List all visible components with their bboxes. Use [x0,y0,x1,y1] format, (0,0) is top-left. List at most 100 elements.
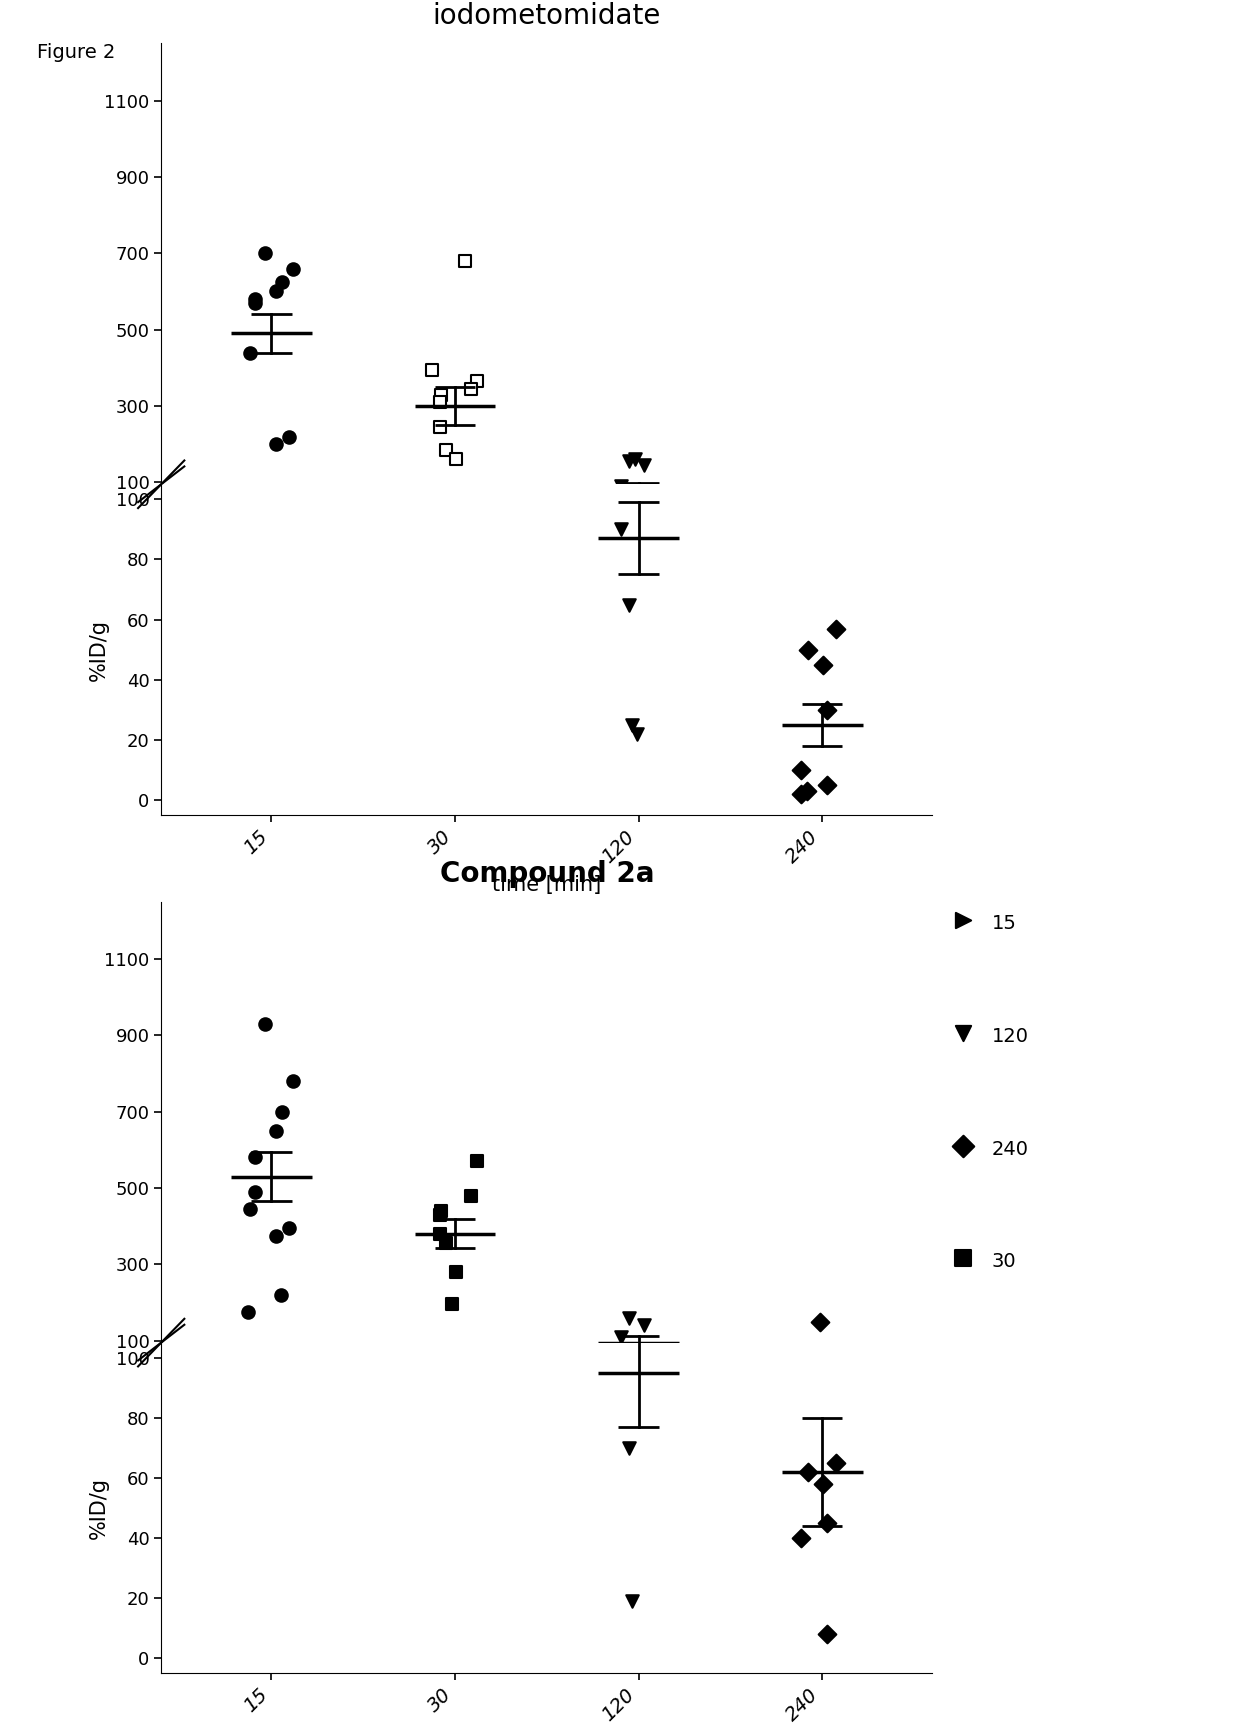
Point [813,1470,833,1498]
Point [817,772,837,799]
Point [461,201,481,229]
Point [799,1342,818,1370]
Point [619,591,639,619]
Point [826,486,846,513]
Point [619,482,639,510]
X-axis label: time [min]: time [min] [492,876,601,895]
Point [435,231,455,258]
Point [430,503,450,531]
Point [241,338,260,366]
Point [255,1009,275,1037]
Point [791,1524,811,1552]
Point [799,636,818,664]
Point [626,720,646,747]
Point [430,388,450,416]
Point [611,472,631,499]
Point [813,489,833,517]
Point [619,447,639,475]
Point [283,255,303,283]
Point [467,368,487,395]
Point [246,290,265,317]
Point [799,1458,818,1486]
Y-axis label: %ID/g: %ID/g [88,1477,109,1540]
Point [954,907,973,935]
Point [446,1259,466,1287]
Point [634,1224,653,1252]
Point [446,305,466,333]
Point [267,1117,286,1144]
Point [435,1229,455,1257]
Point [622,1587,642,1614]
Point [622,711,642,739]
Text: 30: 30 [992,1252,1017,1271]
Point [625,446,645,473]
Point [238,1299,258,1327]
Point [626,498,646,525]
Point [432,321,451,349]
Point [817,1361,837,1389]
Point [441,1058,461,1085]
Point [430,50,450,78]
Point [634,451,653,479]
Point [813,650,833,678]
Point [791,1349,811,1377]
Point [810,1193,830,1221]
Point [435,577,455,605]
Point [435,435,455,463]
Point [826,1450,846,1477]
Point [441,1290,461,1318]
Point [430,1221,450,1248]
Point [267,1222,286,1250]
Point [461,375,481,402]
Title: Compound 2a: Compound 2a [439,860,653,888]
Point [817,505,837,532]
Point [817,1347,837,1375]
Point [246,172,265,199]
Point [791,756,811,784]
Point [273,269,293,297]
Point [432,381,451,409]
Title: iodometomidate: iodometomidate [433,2,661,29]
Point [791,506,811,534]
Point [954,1020,973,1047]
Point [799,487,818,515]
Point [954,1245,973,1273]
Point [625,305,645,333]
Point [279,1214,299,1242]
Point [791,503,811,531]
Text: 120: 120 [992,1027,1029,1046]
Point [622,1358,642,1385]
Point [817,1620,837,1647]
Point [954,1132,973,1160]
Point [430,413,450,440]
Text: 240: 240 [992,1139,1029,1158]
Point [246,1177,265,1205]
Point [446,446,466,473]
Point [634,1311,653,1339]
Point [796,777,816,805]
Point [817,695,837,723]
Point [611,515,631,543]
Point [241,1195,260,1222]
Point [461,1183,481,1210]
Point [611,1323,631,1351]
Point [455,246,475,274]
Point [619,1164,639,1191]
Point [279,125,299,153]
Point [467,1148,487,1176]
Point [246,286,265,314]
Point [791,780,811,808]
Point [430,352,450,380]
Point [267,430,286,458]
Point [273,1098,293,1125]
Y-axis label: %ID/g: %ID/g [88,619,109,681]
Text: 15: 15 [992,914,1017,933]
Point [272,983,291,1011]
Point [634,350,653,378]
Point [817,496,837,524]
Point [430,1202,450,1229]
Point [826,1340,846,1368]
Point [279,423,299,451]
Point [283,1066,303,1094]
Point [238,1118,258,1146]
